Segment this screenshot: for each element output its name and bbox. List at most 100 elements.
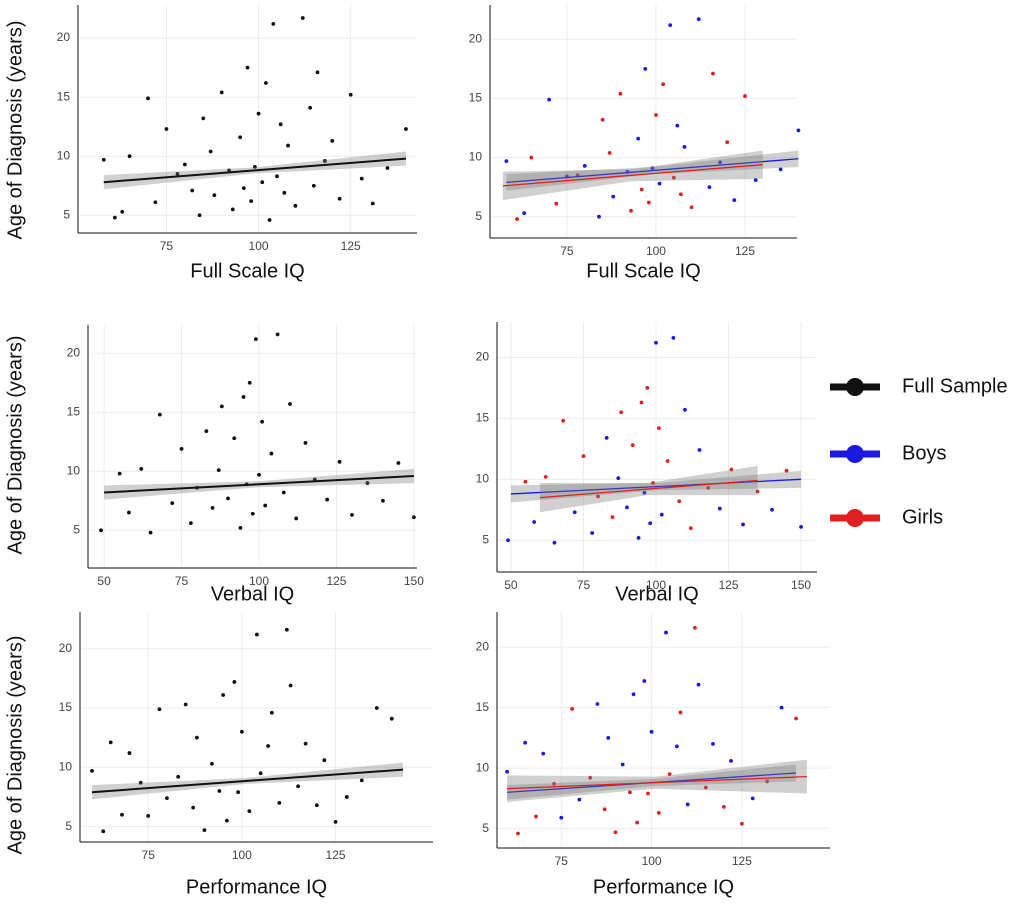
y-tick-label: 20 (469, 31, 483, 45)
point (602, 807, 607, 812)
point (693, 625, 697, 630)
point (631, 692, 636, 697)
y-tick-label: 15 (469, 91, 483, 105)
point (182, 162, 187, 167)
point (654, 113, 658, 117)
point (344, 795, 349, 799)
point (611, 194, 616, 199)
point (770, 507, 774, 512)
point (126, 510, 131, 515)
point (322, 159, 327, 163)
point (260, 419, 265, 424)
point (755, 489, 760, 494)
point (581, 454, 586, 459)
point (750, 796, 755, 801)
point (219, 90, 224, 95)
point (664, 630, 668, 635)
point (721, 804, 726, 809)
y-tick-label: 20 (476, 350, 490, 364)
fit-line (506, 158, 799, 184)
point (146, 814, 151, 818)
point (208, 149, 213, 154)
point (554, 201, 559, 206)
point (216, 468, 221, 472)
point (296, 784, 300, 789)
x-axis-label: Performance IQ (186, 876, 327, 898)
point (552, 781, 556, 786)
point (219, 404, 224, 409)
y-tick-label: 15 (476, 700, 490, 714)
point (146, 96, 150, 101)
point (314, 803, 319, 808)
point (286, 143, 290, 148)
legend-label: Girls (902, 506, 943, 528)
point (630, 443, 635, 448)
point (212, 193, 217, 198)
point (590, 531, 595, 535)
point (595, 702, 600, 706)
point (217, 789, 222, 793)
y-tick-label: 10 (59, 759, 73, 773)
point (504, 159, 509, 164)
point (204, 429, 209, 434)
point (348, 92, 353, 97)
x-tick-label: 100 (646, 244, 666, 258)
fit-line (539, 479, 758, 499)
point (616, 476, 621, 480)
point (275, 332, 280, 337)
point (505, 769, 510, 774)
x-tick-label: 125 (326, 848, 346, 862)
point (741, 522, 745, 527)
x-tick-label: 75 (555, 854, 569, 868)
point (606, 735, 611, 740)
point (238, 135, 243, 140)
fit-line (502, 164, 763, 187)
point (303, 741, 308, 746)
point (688, 526, 693, 530)
point (671, 175, 676, 180)
point (170, 501, 175, 506)
point (628, 790, 632, 795)
point (101, 829, 106, 834)
point (529, 155, 534, 160)
point (794, 716, 798, 721)
point (639, 187, 644, 192)
point (333, 819, 338, 824)
x-tick-label: 75 (142, 848, 156, 862)
y-tick-label: 15 (476, 411, 490, 425)
x-tick-label: 100 (646, 578, 666, 592)
y-axis-label: Age of Diagnosis (years) (4, 336, 26, 555)
point (689, 205, 694, 210)
point (389, 716, 394, 721)
confidence-band (507, 759, 807, 803)
x-axis-label: Verbal IQ (615, 583, 698, 605)
point (195, 735, 199, 740)
point (224, 818, 229, 823)
point (522, 211, 527, 216)
point (667, 772, 672, 777)
point (108, 740, 113, 745)
fit-line (507, 775, 807, 790)
point (743, 94, 747, 98)
point (674, 744, 679, 749)
x-tick-label: 125 (341, 239, 361, 253)
point (188, 521, 193, 526)
point (642, 679, 647, 683)
point (226, 496, 230, 501)
point (678, 710, 683, 715)
point (165, 796, 169, 801)
point (365, 481, 370, 485)
point (668, 23, 673, 28)
point (534, 814, 538, 819)
x-tick-label: 75 (175, 574, 189, 588)
point (337, 459, 342, 464)
point (635, 820, 640, 825)
point (618, 91, 623, 96)
y-tick-label: 5 (73, 522, 80, 536)
y-tick-label: 20 (476, 639, 490, 653)
x-tick-label: 125 (718, 578, 738, 592)
point (543, 474, 548, 479)
point (175, 172, 180, 176)
point (281, 490, 286, 495)
point (739, 821, 744, 826)
